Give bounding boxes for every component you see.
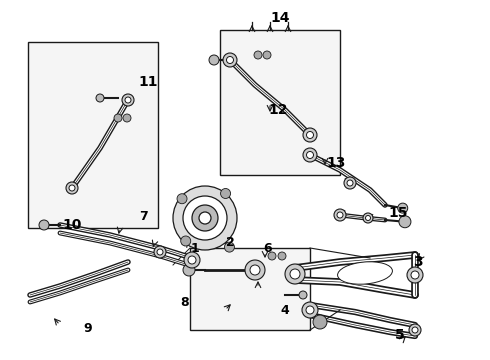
Text: 3: 3: [413, 255, 423, 269]
Circle shape: [363, 213, 373, 223]
Circle shape: [154, 246, 166, 258]
Circle shape: [223, 53, 237, 67]
Circle shape: [220, 189, 231, 198]
Circle shape: [183, 196, 227, 240]
Circle shape: [407, 267, 423, 283]
Circle shape: [69, 185, 75, 191]
Circle shape: [177, 194, 187, 204]
Text: 8: 8: [181, 296, 189, 309]
Circle shape: [250, 265, 260, 275]
Circle shape: [226, 57, 234, 63]
Circle shape: [290, 269, 300, 279]
Circle shape: [263, 51, 271, 59]
Circle shape: [399, 216, 411, 228]
Circle shape: [224, 242, 234, 252]
Text: 14: 14: [270, 11, 290, 25]
Circle shape: [347, 180, 353, 186]
Circle shape: [157, 249, 163, 255]
Circle shape: [96, 94, 104, 102]
Text: 11: 11: [138, 75, 158, 89]
Circle shape: [344, 177, 356, 189]
Circle shape: [183, 264, 195, 276]
Circle shape: [278, 252, 286, 260]
Circle shape: [199, 212, 211, 224]
Circle shape: [398, 203, 408, 213]
Circle shape: [411, 271, 419, 279]
Circle shape: [123, 114, 131, 122]
Circle shape: [337, 212, 343, 218]
Circle shape: [409, 324, 421, 336]
Circle shape: [188, 256, 196, 264]
Circle shape: [39, 220, 49, 230]
Circle shape: [306, 306, 314, 314]
Circle shape: [209, 55, 219, 65]
Text: 6: 6: [264, 242, 272, 255]
Text: 1: 1: [191, 242, 199, 255]
Circle shape: [122, 94, 134, 106]
Bar: [28, 42, 158, 228]
Text: 7: 7: [139, 210, 147, 222]
Circle shape: [303, 148, 317, 162]
Text: 5: 5: [395, 328, 405, 342]
Circle shape: [412, 327, 418, 333]
Circle shape: [125, 97, 131, 103]
Text: 13: 13: [326, 156, 345, 170]
Circle shape: [184, 252, 200, 268]
Circle shape: [66, 182, 78, 194]
Text: 4: 4: [281, 303, 290, 316]
Bar: [220, 30, 340, 175]
Text: 15: 15: [388, 206, 408, 220]
Circle shape: [366, 216, 370, 220]
Text: 2: 2: [225, 235, 234, 248]
Circle shape: [307, 152, 314, 158]
Circle shape: [302, 302, 318, 318]
Circle shape: [303, 128, 317, 142]
Circle shape: [245, 260, 265, 280]
Circle shape: [334, 209, 346, 221]
Circle shape: [268, 252, 276, 260]
Circle shape: [307, 131, 314, 139]
Text: 10: 10: [62, 218, 82, 232]
Circle shape: [173, 186, 237, 250]
Bar: [190, 248, 310, 330]
Circle shape: [192, 205, 218, 231]
Circle shape: [299, 291, 307, 299]
Text: 9: 9: [84, 321, 92, 334]
Ellipse shape: [338, 262, 392, 284]
Circle shape: [181, 236, 191, 246]
Circle shape: [254, 51, 262, 59]
Circle shape: [114, 114, 122, 122]
Circle shape: [285, 264, 305, 284]
Circle shape: [313, 315, 327, 329]
Text: 12: 12: [268, 103, 288, 117]
